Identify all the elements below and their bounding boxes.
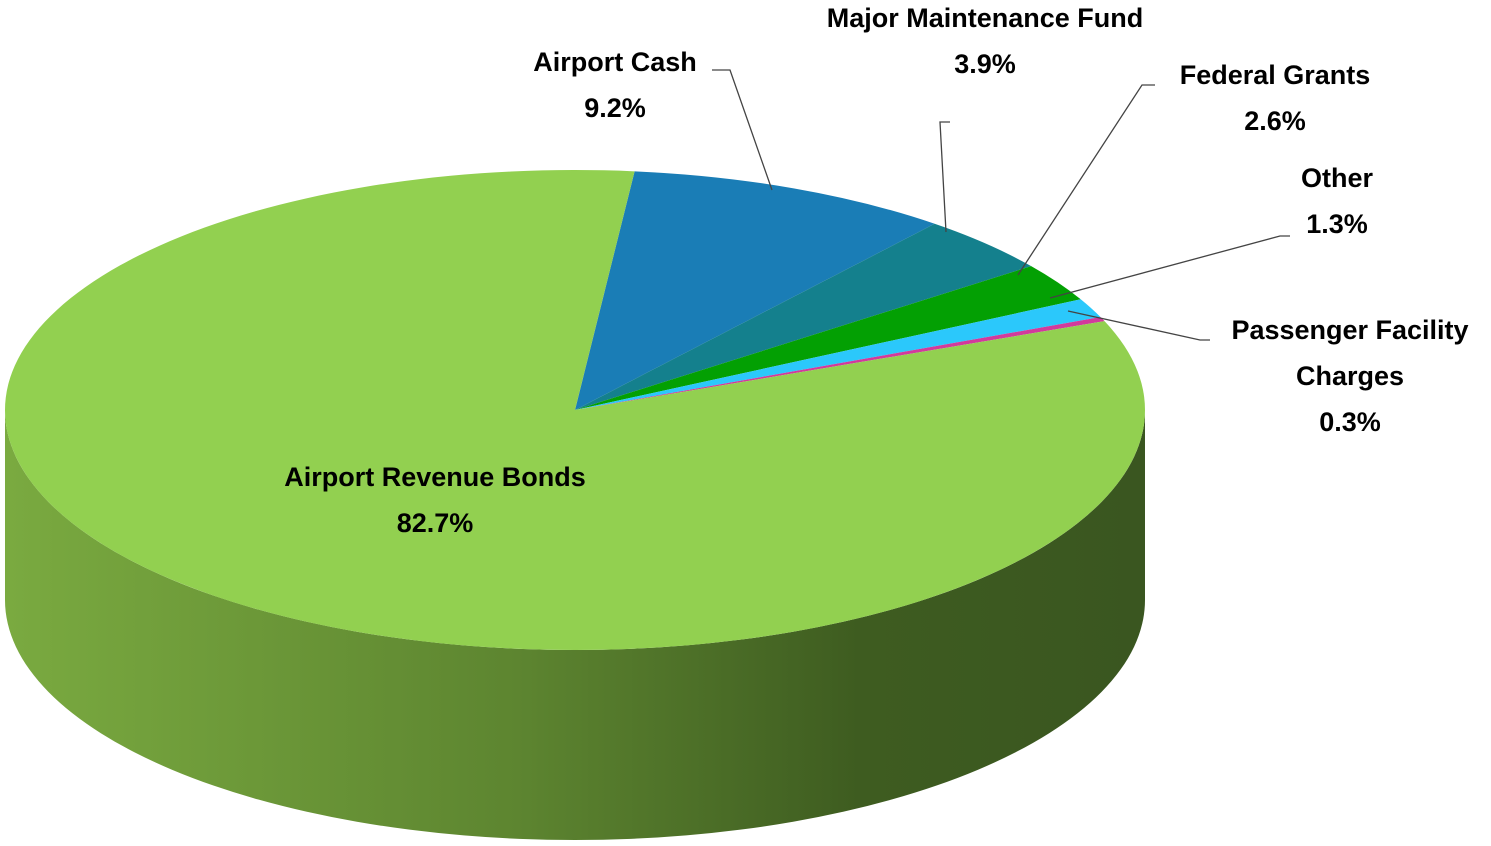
slice	[575, 316, 1105, 410]
slice-label: Major Maintenance Fund 3.9%	[820, 0, 1150, 87]
leader-line	[1067, 310, 1210, 341]
slice	[575, 171, 935, 410]
category-label: Major Maintenance Fund	[826, 3, 1144, 33]
value-label: 9.2%	[584, 93, 646, 123]
category-label: Airport Cash	[533, 47, 697, 77]
value-label: 0.3%	[1319, 407, 1381, 437]
slice-label: Other 1.3%	[1237, 155, 1437, 247]
leader-line	[939, 121, 950, 233]
slice-label: Federal Grants 2.6%	[1140, 52, 1410, 144]
leader-line	[712, 69, 773, 191]
slice	[575, 266, 1081, 410]
category-label: Passenger Facility Charges	[1231, 315, 1469, 391]
slice	[575, 223, 1032, 410]
category-label: Other	[1300, 163, 1373, 193]
value-label: 2.6%	[1244, 106, 1306, 136]
slice-label: Airport Revenue Bonds 82.7%	[220, 454, 650, 546]
slice-side	[5, 410, 1145, 840]
category-label: Federal Grants	[1179, 60, 1371, 90]
slice-label: Passenger Facility Charges 0.3%	[1205, 307, 1491, 445]
value-label: 82.7%	[396, 508, 474, 538]
value-label: 3.9%	[954, 49, 1016, 79]
leader-line	[1049, 235, 1290, 299]
leader-lines	[712, 69, 1290, 341]
slice-label: Airport Cash 9.2%	[500, 39, 730, 131]
slices	[5, 170, 1146, 840]
slice	[5, 170, 1146, 651]
leader-line	[1017, 84, 1155, 276]
slice	[575, 299, 1101, 410]
category-label: Airport Revenue Bonds	[284, 462, 586, 492]
value-label: 1.3%	[1306, 209, 1368, 239]
